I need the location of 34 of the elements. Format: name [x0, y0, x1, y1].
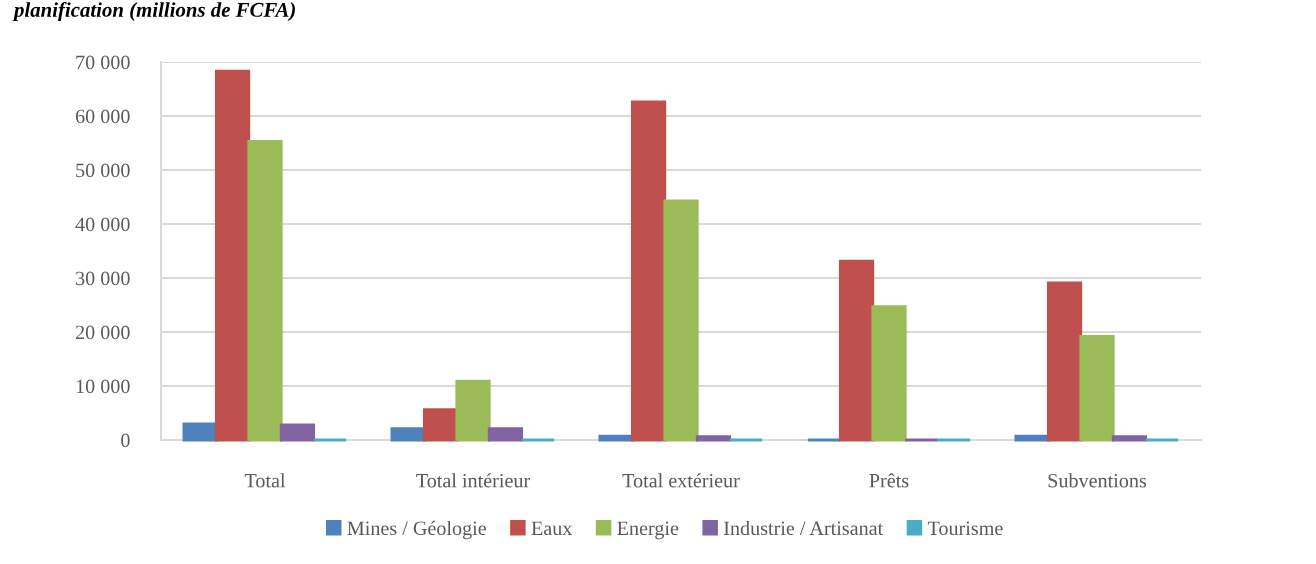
- bar: [871, 305, 907, 442]
- x-tick-label: Prêts: [869, 473, 909, 488]
- y-tick-label: 60 000: [75, 109, 130, 124]
- bar: [695, 435, 732, 442]
- chart-title: planification (millions de FCFA): [12, 2, 295, 22]
- y-tick-label: 40 000: [75, 217, 130, 232]
- y-tick-label: 0: [121, 433, 130, 448]
- bar: [455, 379, 491, 442]
- bar: [182, 422, 218, 442]
- y-tick-label: 10 000: [76, 379, 130, 394]
- x-tick-label: Total: [244, 473, 286, 488]
- bar: [487, 427, 524, 442]
- bar: [1079, 334, 1115, 442]
- bar: [630, 100, 667, 442]
- y-tick-label: 70 000: [76, 55, 130, 70]
- bar: [214, 69, 251, 442]
- legend-label: Energie: [617, 521, 679, 540]
- x-tick-label: Subventions: [1048, 473, 1147, 488]
- legend-label: Tourisme: [927, 521, 1003, 536]
- y-tick-label: 20 000: [75, 325, 130, 340]
- bar: [838, 259, 875, 442]
- legend-label: Eaux: [531, 521, 573, 536]
- x-tick-label: Total extérieur: [622, 473, 740, 488]
- bar: [247, 139, 283, 442]
- bar: [279, 423, 316, 442]
- legend-label: Industrie / Artisanat: [723, 520, 884, 536]
- bar: [390, 427, 426, 442]
- x-tick-label: Total intérieur: [416, 473, 530, 488]
- y-tick-label: 30 000: [76, 271, 130, 286]
- bar: [1111, 435, 1148, 442]
- legend-label: Mines / Géologie: [347, 520, 486, 540]
- y-tick-label: 50 000: [76, 163, 130, 178]
- bar: [1046, 281, 1083, 442]
- bar: [663, 199, 699, 442]
